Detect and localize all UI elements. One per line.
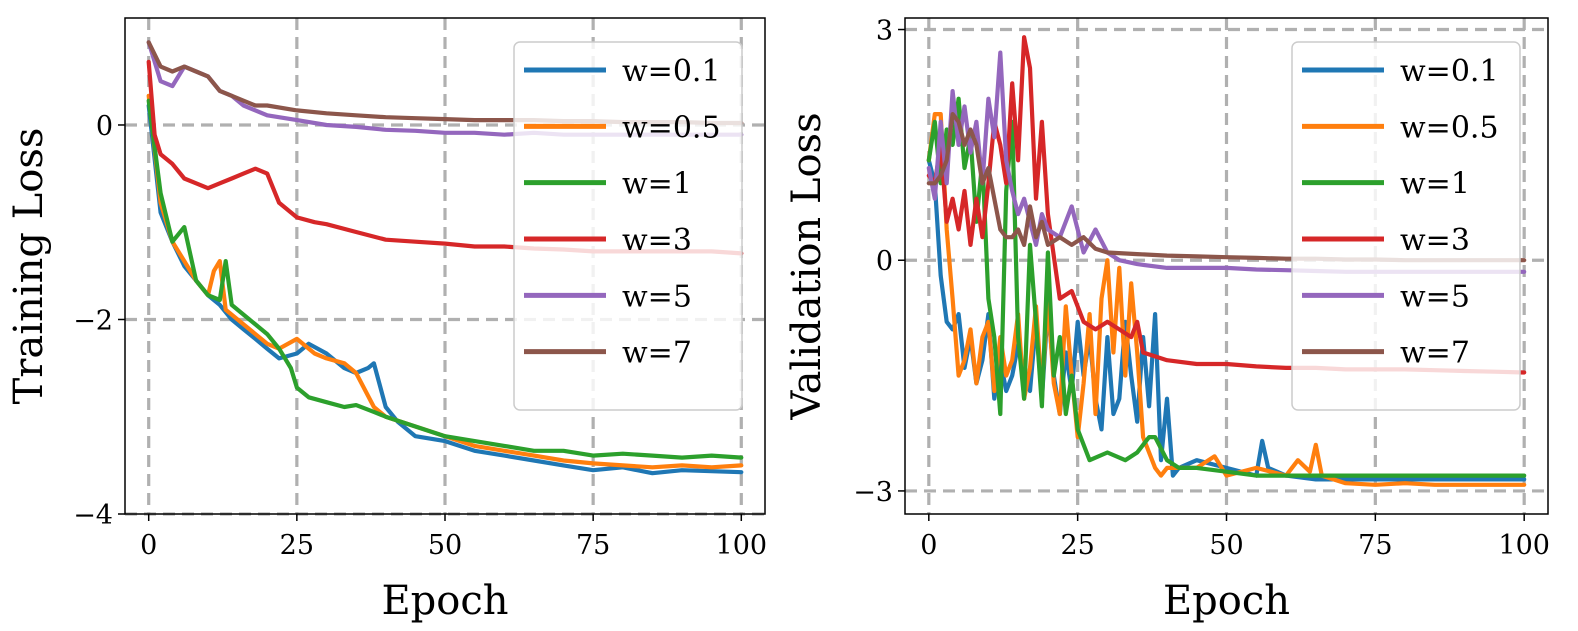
x-axis-label: Epoch	[381, 578, 508, 624]
x-tick-label: 50	[428, 530, 462, 561]
x-tick-label: 25	[280, 530, 314, 561]
legend-label: w=5	[1400, 279, 1470, 314]
x-axis-label: Epoch	[1163, 578, 1290, 624]
y-tick-label: 3	[876, 16, 893, 47]
legend: w=0.1 w=0.5 w=1 w=3 w=5 w=7	[513, 41, 743, 411]
x-tick-label: 75	[576, 530, 610, 561]
legend-label: w=0.1	[1400, 54, 1499, 89]
series-line-w=1	[926, 96, 1527, 478]
legend-box	[513, 41, 743, 411]
legend-label: w=5	[622, 279, 692, 314]
y-tick-label: −4	[73, 500, 113, 531]
y-tick-label: −2	[73, 305, 113, 336]
y-axis-label: Validation Loss	[784, 112, 830, 420]
legend-label: w=3	[1400, 223, 1470, 258]
x-tick-label: 100	[1498, 530, 1550, 561]
legend-label: w=7	[622, 336, 692, 371]
legend-label: w=1	[622, 167, 692, 202]
legend-label: w=3	[622, 223, 692, 258]
series-line-w=1	[146, 98, 744, 460]
x-tick-label: 0	[920, 530, 937, 561]
x-tick-label: 100	[716, 530, 768, 561]
x-tick-label: 75	[1358, 530, 1392, 561]
x-tick-label: 50	[1209, 530, 1243, 561]
series-line-w=0.5	[926, 112, 1527, 487]
legend-label: w=0.5	[1400, 110, 1499, 145]
legend-label: w=0.1	[622, 54, 721, 89]
y-tick-label: 0	[96, 111, 113, 142]
legend-label: w=0.5	[622, 110, 721, 145]
y-tick-label: −3	[853, 477, 893, 508]
y-axis-label: Training Loss	[6, 128, 52, 405]
legend: w=0.1 w=0.5 w=1 w=3 w=5 w=7	[1291, 41, 1521, 411]
legend-label: w=1	[1400, 167, 1470, 202]
x-tick-label: 0	[140, 530, 157, 561]
x-tick-label: 25	[1060, 530, 1094, 561]
legend-box	[1291, 41, 1521, 411]
y-tick-label: 0	[876, 246, 893, 277]
series-line-w=0.5	[146, 93, 744, 470]
legend-label: w=7	[1400, 336, 1470, 371]
